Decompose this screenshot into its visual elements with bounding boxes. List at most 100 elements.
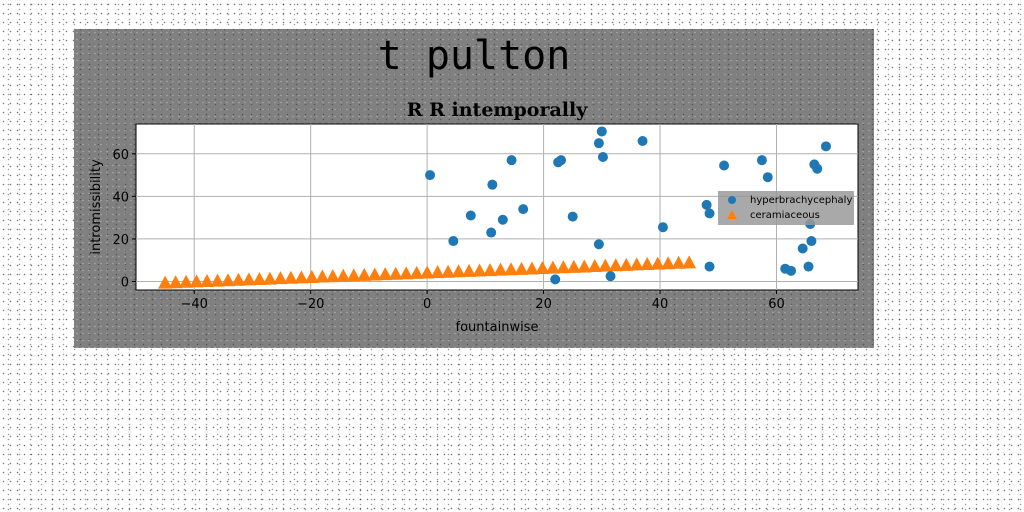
hyperbrachycephaly-marker — [497, 214, 508, 225]
hyperbrachycephaly-marker — [719, 160, 730, 171]
ceramiaceous-marker — [179, 274, 194, 288]
y-tick-label: 0 — [121, 275, 129, 290]
y-tick-label: 40 — [112, 190, 129, 205]
y-tick-label: 60 — [112, 148, 129, 163]
hyperbrachycephaly-marker — [425, 170, 436, 181]
ceramiaceous-marker — [220, 273, 235, 287]
ceramiaceous-marker — [493, 262, 508, 276]
x-tick-label: 40 — [652, 297, 669, 312]
legend: hyperbrachycephaly ceramiaceous — [718, 191, 854, 225]
ceramiaceous-marker — [587, 259, 602, 273]
hyperbrachycephaly-marker — [797, 243, 808, 254]
x-tick-label: −40 — [181, 297, 208, 312]
hyperbrachycephaly-marker — [518, 204, 529, 215]
ceramiaceous-marker — [472, 263, 487, 277]
hyperbrachycephaly-marker — [550, 274, 561, 285]
hyperbrachycephaly-marker — [756, 155, 767, 166]
ceramiaceous-marker — [273, 271, 288, 285]
hyperbrachycephaly-marker — [605, 271, 616, 282]
ceramiaceous-marker — [378, 267, 393, 281]
hyperbrachycephaly-marker — [448, 236, 459, 247]
ceramiaceous-marker — [640, 257, 655, 271]
ceramiaceous-marker — [650, 256, 665, 270]
ceramiaceous-marker — [210, 273, 225, 287]
ceramiaceous-marker — [168, 275, 183, 289]
ceramiaceous-marker — [661, 256, 676, 270]
ceramiaceous-marker — [503, 262, 518, 276]
ceramiaceous-marker — [200, 273, 215, 287]
hyperbrachycephaly-marker — [637, 136, 648, 147]
ceramiaceous-marker — [451, 264, 466, 278]
ceramiaceous-marker — [388, 266, 403, 280]
hyperbrachycephaly-marker — [704, 261, 715, 272]
x-tick-label: 20 — [535, 297, 552, 312]
ceramiaceous-marker — [671, 255, 686, 269]
ceramiaceous-marker — [420, 265, 435, 279]
ceramiaceous-marker — [252, 271, 267, 285]
ceramiaceous-marker — [483, 263, 498, 277]
legend-label-hyperbrachycephaly: hyperbrachycephaly — [750, 195, 852, 206]
legend-box — [718, 191, 854, 225]
ceramiaceous-marker — [608, 258, 623, 272]
ceramiaceous-marker — [241, 272, 256, 286]
x-tick-label: −20 — [297, 297, 324, 312]
hyperbrachycephaly-marker — [657, 222, 668, 233]
y-axis-label: intromissibility — [89, 159, 104, 255]
hyperbrachycephaly-marker — [596, 126, 607, 137]
ceramiaceous-marker — [524, 261, 539, 275]
ceramiaceous-marker — [441, 264, 456, 278]
ceramiaceous-marker — [346, 268, 361, 282]
axis-ticks: −40 −20 0 20 40 60 0 20 40 60 — [112, 148, 784, 312]
legend-label-ceramiaceous: ceramiaceous — [750, 210, 820, 221]
ceramiaceous-marker — [556, 260, 571, 274]
ceramiaceous-marker — [336, 268, 351, 282]
ceramiaceous-marker — [231, 272, 246, 286]
ceramiaceous-marker — [357, 267, 372, 281]
hyperbrachycephaly-marker — [762, 172, 773, 183]
y-tick-label: 20 — [112, 233, 129, 248]
hyperbrachycephaly-marker — [786, 265, 797, 276]
hyperbrachycephaly-marker — [597, 151, 608, 162]
hyperbrachycephaly-marker — [820, 141, 831, 152]
ceramiaceous-marker — [577, 259, 592, 273]
ceramiaceous-marker — [535, 261, 550, 275]
ceramiaceous-marker — [566, 259, 581, 273]
hyperbrachycephaly-marker — [593, 239, 604, 250]
hyperbrachycephaly-marker — [593, 138, 604, 149]
ceramiaceous-marker — [682, 255, 697, 269]
hyperbrachycephaly-marker — [701, 199, 712, 210]
hyperbrachycephaly-marker — [803, 261, 814, 272]
hyperbrachycephaly-marker — [465, 210, 476, 221]
hyperbrachycephaly-marker — [812, 163, 823, 174]
legend-marker-hyperbrachycephaly — [728, 196, 736, 204]
ceramiaceous-marker — [367, 267, 382, 281]
ceramiaceous-marker — [430, 265, 445, 279]
ceramiaceous-marker — [514, 261, 529, 275]
figure: t pulton R R intemporally −40 −20 0 20 40 60 0… — [74, 29, 874, 348]
chart-title: R R intemporally — [407, 99, 589, 121]
x-axis-label: fountainwise — [456, 320, 539, 335]
hyperbrachycephaly-marker — [704, 208, 715, 219]
hyperbrachycephaly-marker — [486, 227, 497, 238]
ceramiaceous-marker — [325, 269, 340, 283]
hyperbrachycephaly-marker — [567, 211, 578, 222]
hyperbrachycephaly-marker — [806, 236, 817, 247]
figure-suptitle: t pulton — [377, 33, 571, 79]
x-tick-label: 0 — [423, 297, 431, 312]
ceramiaceous-marker — [462, 263, 477, 277]
ceramiaceous-marker — [619, 257, 634, 271]
hyperbrachycephaly-marker — [506, 155, 517, 166]
ceramiaceous-marker — [262, 271, 277, 285]
ceramiaceous-marker — [304, 269, 319, 283]
ceramiaceous-marker — [189, 274, 204, 288]
x-tick-label: 60 — [768, 297, 785, 312]
ceramiaceous-marker — [399, 266, 414, 280]
ceramiaceous-marker — [315, 269, 330, 283]
hyperbrachycephaly-marker — [556, 155, 567, 166]
ceramiaceous-marker — [294, 270, 309, 284]
ceramiaceous-marker — [409, 265, 424, 279]
legend-marker-ceramiaceous — [727, 210, 737, 219]
hyperbrachycephaly-marker — [487, 179, 498, 190]
ceramiaceous-marker — [629, 257, 644, 271]
ceramiaceous-marker — [158, 275, 173, 289]
